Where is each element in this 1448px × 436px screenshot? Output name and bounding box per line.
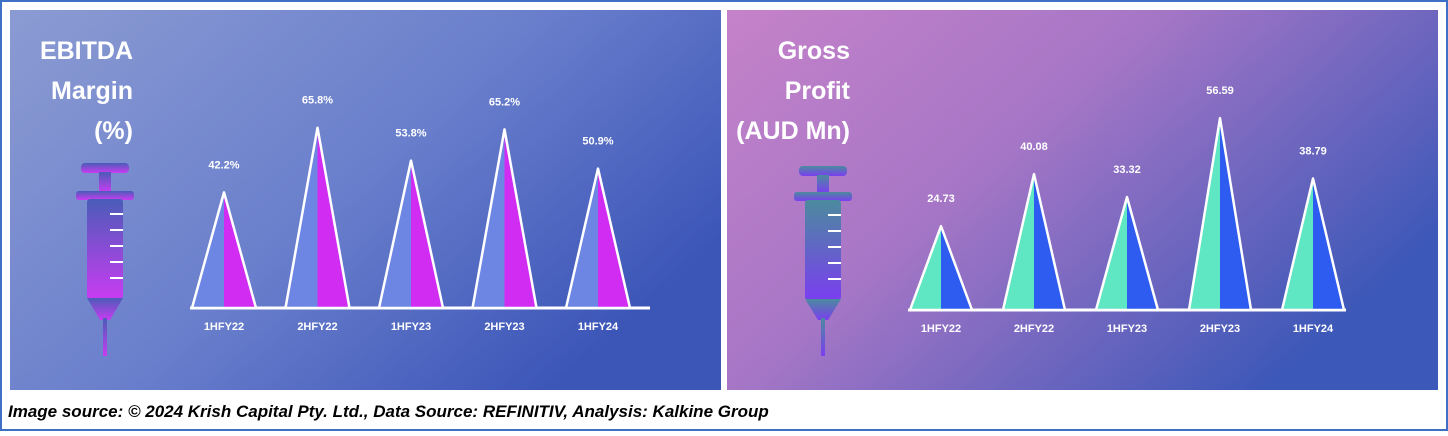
chart-title: Profit	[785, 77, 851, 105]
value-label: 33.32	[1113, 164, 1141, 176]
bar-outline	[908, 224, 974, 312]
bar-outline	[1187, 116, 1253, 312]
value-label: 65.2%	[489, 96, 520, 108]
x-tick-label: 1HFY24	[1293, 323, 1334, 335]
triangle-bar	[564, 167, 632, 310]
value-label: 40.08	[1020, 141, 1048, 153]
chart-title: Gross	[778, 37, 850, 65]
x-tick-label: 1HFY23	[391, 321, 431, 333]
triangle-bar	[908, 224, 974, 312]
value-label: 65.8%	[302, 95, 333, 107]
bar-outline	[1001, 172, 1067, 312]
triangle-bar	[1001, 172, 1067, 312]
bar-outline	[564, 167, 632, 310]
x-tick-label: 1HFY23	[1107, 323, 1147, 335]
triangle-bar	[1187, 116, 1253, 312]
syringe-icon	[794, 166, 852, 356]
value-label: 24.73	[927, 193, 955, 205]
chart-title: (%)	[94, 117, 133, 145]
value-label: 50.9%	[582, 136, 613, 148]
triangle-bar	[1094, 195, 1160, 312]
triangle-bar	[471, 128, 538, 310]
chart-title: EBITDA	[40, 37, 133, 65]
x-tick-label: 1HFY22	[921, 323, 961, 335]
triangle-bar	[190, 191, 258, 310]
syringe-icon	[76, 163, 134, 356]
bar-outline	[190, 191, 258, 310]
value-label: 42.2%	[208, 159, 239, 171]
value-label: 53.8%	[395, 128, 426, 140]
bar-outline	[284, 126, 351, 310]
value-label: 38.79	[1299, 146, 1327, 158]
value-label: 56.59	[1206, 85, 1234, 97]
x-tick-label: 2HFY22	[1014, 323, 1054, 335]
x-tick-label: 1HFY22	[204, 321, 244, 333]
bar-outline	[471, 128, 538, 310]
chart-title: (AUD Mn)	[736, 117, 850, 145]
bar-outline	[377, 159, 445, 310]
chart-title: Margin	[51, 77, 133, 105]
bar-outline	[1094, 195, 1160, 312]
x-tick-label: 2HFY23	[484, 321, 524, 333]
triangle-bar	[377, 159, 445, 310]
x-tick-label: 2HFY23	[1200, 323, 1240, 335]
triangle-bar	[284, 126, 351, 310]
footer: Image source: © 2024 Krish Capital Pty. …	[8, 402, 769, 421]
bar-outline	[1280, 177, 1346, 312]
x-tick-label: 1HFY24	[578, 321, 619, 333]
x-tick-label: 2HFY22	[297, 321, 337, 333]
triangle-bar	[1280, 177, 1346, 312]
